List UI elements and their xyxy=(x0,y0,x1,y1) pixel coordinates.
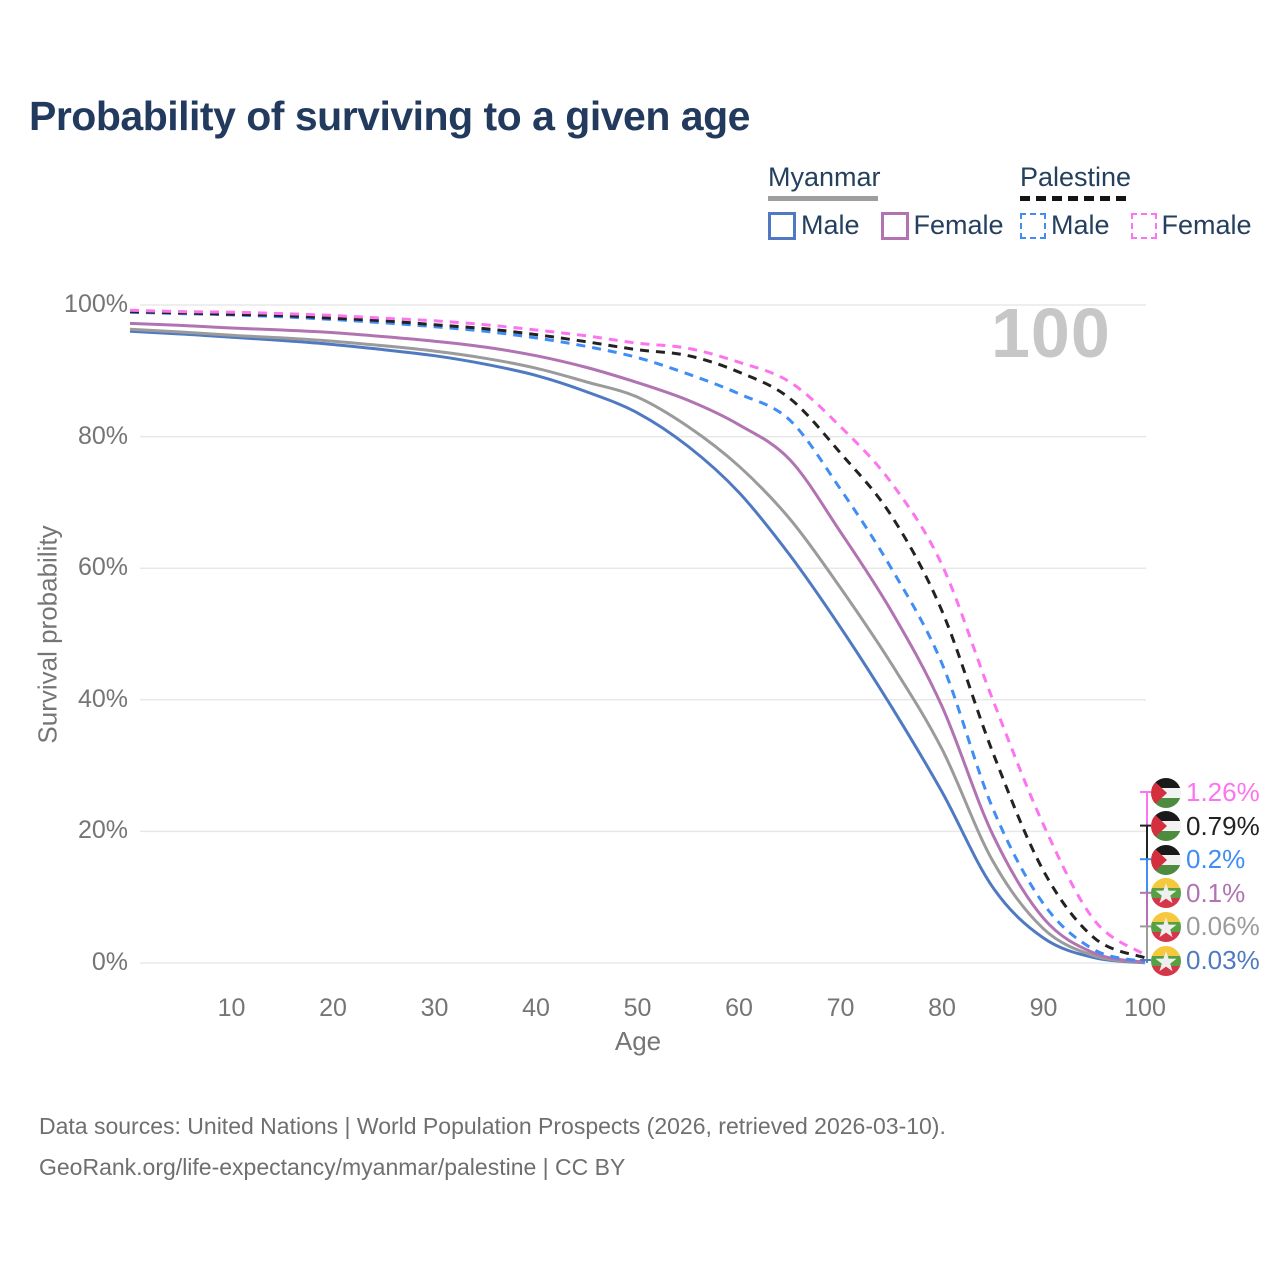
end-label-value: 0.2% xyxy=(1186,844,1246,875)
x-tick-100: 100 xyxy=(1124,994,1166,1022)
y-tick-20: 20% xyxy=(77,816,128,845)
y-tick-80: 80% xyxy=(77,421,128,450)
end-label-myanmar-female: 0.1% xyxy=(1151,878,1245,909)
legend-label-palestine-male[interactable]: Male xyxy=(1051,210,1110,240)
curve-myanmar-both-sexes- xyxy=(129,327,1146,965)
y-tick-60: 60% xyxy=(77,553,128,582)
end-label-value: 1.26% xyxy=(1186,777,1260,807)
x-tick-50: 50 xyxy=(623,994,652,1022)
end-label-palestine-both-sexes-: 0.79% xyxy=(1151,811,1260,842)
legend-label-myanmar-female[interactable]: Female xyxy=(913,210,1004,240)
x-tick-40: 40 xyxy=(522,994,550,1022)
end-label-value: 0.03% xyxy=(1186,945,1260,975)
legend-header-myanmar: Myanmar xyxy=(768,162,881,192)
legend-label-palestine-female[interactable]: Female xyxy=(1161,210,1252,240)
end-label-value: 0.06% xyxy=(1186,911,1260,942)
palestine-flag-icon xyxy=(1151,844,1181,875)
curve-palestine-male xyxy=(129,310,1146,964)
curve-palestine-both-sexes- xyxy=(129,310,1146,960)
legend-checkbox-palestine-female[interactable] xyxy=(1130,212,1157,239)
legend-underline-myanmar-solid-line xyxy=(768,196,878,201)
y-axis-title: Survival probability xyxy=(32,525,63,744)
end-label-palestine-female: 1.26% xyxy=(1151,777,1260,808)
data-source-line2: GeoRank.org/life-expectancy/myanmar/pale… xyxy=(39,1154,626,1180)
watermark-100: 100 xyxy=(991,294,1111,372)
x-tick-10: 10 xyxy=(217,994,246,1022)
x-tick-80: 80 xyxy=(928,994,956,1022)
end-label-value: 0.79% xyxy=(1186,810,1260,841)
end-label-value: 0.1% xyxy=(1186,877,1246,908)
palestine-flag-icon xyxy=(1151,811,1181,842)
legend-header-palestine: Palestine xyxy=(1020,162,1132,192)
x-tick-30: 30 xyxy=(420,994,449,1022)
legend-label-myanmar-male[interactable]: Male xyxy=(801,210,860,240)
y-tick-40: 40% xyxy=(77,684,128,713)
x-axis-title: Age xyxy=(614,1026,662,1056)
legend-underline-palestine-dashed-line xyxy=(1020,196,1126,201)
end-label-myanmar-male: 0.03% xyxy=(1151,945,1260,976)
curve-myanmar-female xyxy=(129,321,1146,964)
data-source-note: Data sources: United Nations | World Pop… xyxy=(39,1106,946,1188)
x-tick-70: 70 xyxy=(826,994,855,1022)
y-tick-100: 100% xyxy=(64,290,128,318)
legend-checkbox-palestine-male[interactable] xyxy=(1020,212,1046,239)
myanmar-flag-icon xyxy=(1151,911,1181,942)
x-tick-60: 60 xyxy=(725,994,753,1022)
curve-palestine-female xyxy=(129,308,1146,956)
myanmar-flag-icon xyxy=(1151,878,1181,909)
x-tick-20: 20 xyxy=(319,994,347,1022)
legend-checkbox-myanmar-male[interactable] xyxy=(768,211,796,240)
legend-group-palestine: Palestine Male Female xyxy=(1020,162,1273,241)
end-label-palestine-male: 0.2% xyxy=(1151,844,1245,875)
end-label-myanmar-both-sexes-: 0.06% xyxy=(1151,911,1260,942)
myanmar-flag-icon xyxy=(1151,945,1181,976)
palestine-flag-icon xyxy=(1151,777,1181,808)
y-tick-0: 0% xyxy=(91,948,128,976)
legend-group-myanmar: Myanmar Male Female xyxy=(768,162,1025,241)
x-tick-90: 90 xyxy=(1029,994,1058,1022)
page-title: Probability of surviving to a given age xyxy=(29,93,750,139)
data-source-line1: Data sources: United Nations | World Pop… xyxy=(39,1113,946,1139)
legend-checkbox-myanmar-female[interactable] xyxy=(880,211,909,240)
curve-myanmar-male xyxy=(129,329,1146,965)
